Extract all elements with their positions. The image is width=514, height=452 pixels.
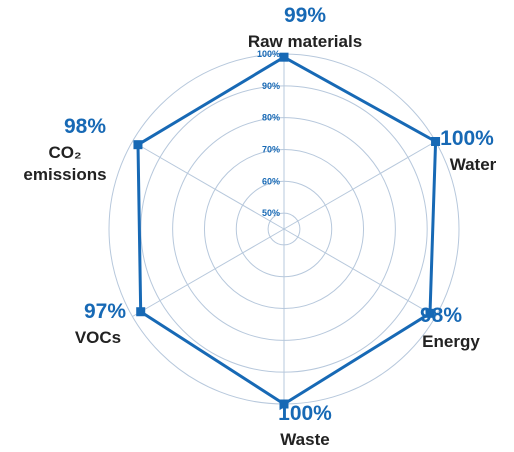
- category-label: Waste: [280, 430, 329, 449]
- category-label: Water: [450, 155, 497, 174]
- value-label: 100%: [440, 127, 494, 150]
- value-label: 100%: [278, 402, 332, 425]
- category-label: CO₂: [48, 143, 81, 162]
- series: [133, 52, 441, 409]
- tick-label: 80%: [262, 113, 280, 123]
- value-label: 98%: [64, 115, 106, 138]
- data-point: [279, 52, 289, 62]
- data-point: [425, 308, 435, 318]
- category-label: emissions: [23, 165, 106, 184]
- grid: [108, 53, 460, 405]
- value-label: 99%: [284, 4, 326, 27]
- category-label: VOCs: [75, 328, 121, 347]
- tick-label: 90%: [262, 81, 280, 91]
- grid-spoke: [283, 228, 436, 317]
- value-label: 97%: [84, 300, 126, 323]
- data-point: [279, 399, 289, 409]
- category-label: Energy: [422, 332, 480, 351]
- labels: 50%60%70%80%90%100%99%Raw materials100%W…: [23, 4, 496, 449]
- category-label: Raw materials: [248, 32, 362, 51]
- data-point: [133, 140, 143, 150]
- tick-label: 60%: [262, 176, 280, 186]
- tick-label: 50%: [262, 208, 280, 218]
- data-point: [136, 307, 146, 317]
- grid-spoke: [283, 141, 436, 230]
- value-label: 98%: [420, 304, 462, 327]
- data-point: [431, 137, 441, 146]
- tick-label: 100%: [257, 49, 280, 59]
- grid-spoke: [132, 141, 285, 230]
- grid-spoke: [132, 228, 285, 317]
- tick-label: 70%: [262, 144, 280, 154]
